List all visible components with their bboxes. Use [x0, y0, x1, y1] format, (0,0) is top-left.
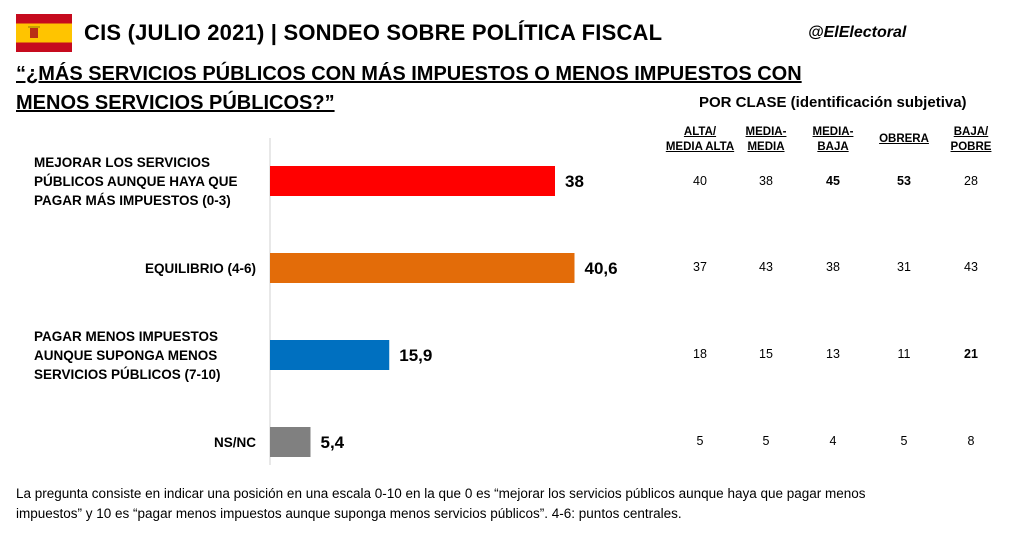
table-title: POR CLASE (identificación subjetiva)	[699, 94, 967, 111]
chart-title: CIS (JULIO 2021) | SONDEO SOBRE POLÍTICA…	[84, 20, 663, 45]
column-header-line: ALTA/	[683, 126, 717, 138]
table-cell: 37	[693, 260, 707, 274]
table-cell: 31	[897, 260, 911, 274]
column-header-line: MEDIA	[747, 141, 785, 153]
bar-4	[270, 427, 311, 457]
category-label: PAGAR MÁS IMPUESTOS (0-3)	[34, 193, 231, 208]
table-cell: 43	[964, 260, 978, 274]
table-cell: 40	[693, 174, 707, 188]
column-header-line: POBRE	[950, 141, 992, 153]
table-cell: 5	[696, 434, 704, 448]
table-cell: 4	[829, 434, 837, 448]
column-header-line: OBRERA	[879, 133, 929, 145]
column-header: ALTA/MEDIA ALTA	[660, 125, 740, 155]
table-cell: 21	[964, 347, 978, 361]
table-cell: 53	[897, 174, 911, 188]
footnote: La pregunta consiste en indicar una posi…	[16, 486, 866, 521]
table-cell: 5	[900, 434, 908, 448]
column-header: MEDIA- MEDIA	[726, 125, 806, 155]
bar-2	[270, 253, 575, 283]
column-header-line: MEDIA-	[745, 126, 787, 138]
survey-question: “¿MÁS SERVICIOS PÚBLICOS CON MÁS IMPUEST…	[16, 63, 802, 114]
column-header-line: MEDIA-	[812, 126, 854, 138]
table-cell: 28	[964, 174, 978, 188]
table-cell: 43	[759, 260, 773, 274]
column-header-line: MEDIA ALTA	[665, 141, 735, 153]
bar-3	[270, 340, 390, 370]
bar-1	[270, 166, 555, 196]
bar-chart: 38 MEJORAR LOS SERVICIOS PÚBLICOS AUNQUE H…	[34, 138, 618, 465]
table-cell: 11	[897, 347, 911, 361]
category-label: NS/NC	[214, 435, 256, 450]
bar-value-label: 5,4	[321, 433, 345, 452]
table-cell: 5	[762, 434, 770, 448]
table-cell: 18	[693, 347, 707, 361]
table-cell: 45	[826, 174, 840, 188]
column-header: BAJA/POBRE	[931, 125, 1011, 155]
author-handle: @ElElectoral	[808, 24, 907, 41]
column-header-line: BAJA/	[953, 126, 989, 138]
column-header: OBRERA	[864, 132, 944, 147]
column-header-line: BAJA	[817, 141, 849, 153]
table-cell: 15	[759, 347, 773, 361]
category-label: PÚBLICOS AUNQUE HAYA QUE	[34, 174, 238, 189]
bar-value-label: 40,6	[585, 259, 618, 278]
bar-value-label: 15,9	[399, 346, 432, 365]
category-label: AUNQUE SUPONGA MENOS	[34, 348, 217, 363]
bar-value-label: 38	[565, 172, 584, 191]
table-cell: 13	[826, 347, 840, 361]
table-cell: 8	[967, 434, 975, 448]
table-cell: 38	[759, 174, 773, 188]
category-label: SERVICIOS PÚBLICOS (7-10)	[34, 367, 221, 382]
category-label: EQUILIBRIO (4-6)	[145, 261, 256, 276]
category-label: MEJORAR LOS SERVICIOS	[34, 155, 210, 170]
column-header: MEDIA- BAJA	[793, 125, 873, 155]
table-cell: 38	[826, 260, 840, 274]
category-label: PAGAR MENOS IMPUESTOS	[34, 329, 218, 344]
spain-flag-icon	[16, 14, 72, 52]
